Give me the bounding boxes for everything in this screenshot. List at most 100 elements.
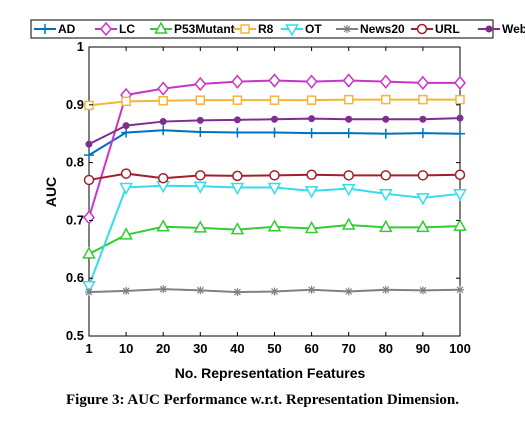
data-point-ad	[343, 128, 354, 139]
data-point-webspam	[419, 115, 427, 123]
data-point-webspam	[308, 115, 316, 123]
data-point-webspam	[382, 115, 390, 123]
auc-line-chart: AD LC P53Mutant R8 OT News20 URL Webspam 0.5 0.6…	[30, 19, 525, 381]
data-point-webspam	[271, 115, 278, 123]
x-tick-label: 20	[156, 341, 170, 356]
data-point-r8	[381, 94, 391, 105]
y-tick-label: 0.6	[66, 270, 84, 285]
series-line-ot	[88, 184, 461, 287]
data-point-ot	[267, 182, 282, 196]
data-point-r8	[269, 95, 280, 105]
x-tick-label: 50	[267, 341, 281, 356]
data-point-url	[380, 170, 392, 181]
data-point-url	[306, 169, 317, 180]
data-point-ad	[232, 127, 243, 138]
data-point-news20	[381, 285, 390, 294]
series-layer	[82, 73, 467, 297]
data-point-ot	[193, 181, 208, 194]
data-point-webspam	[122, 122, 130, 130]
legend-marker-lc	[100, 21, 112, 37]
data-point-news20	[270, 287, 279, 296]
x-tick-label: 10	[119, 341, 133, 356]
legend-marker-r8	[240, 24, 250, 34]
data-point-lc	[231, 74, 244, 89]
data-point-ad	[158, 125, 169, 136]
data-point-news20	[159, 285, 168, 294]
data-point-url	[343, 170, 354, 181]
data-point-news20	[344, 287, 353, 296]
data-point-p53mutant	[453, 218, 467, 231]
data-point-webspam	[345, 115, 353, 123]
data-point-webspam	[456, 114, 464, 122]
x-tick-label: 90	[416, 341, 430, 356]
legend-label-p53mutant: P53Mutant	[174, 22, 235, 36]
x-axis-label: No. Representation Features	[175, 365, 366, 381]
data-point-ot	[416, 193, 430, 206]
data-point-lc	[379, 74, 392, 89]
data-point-lc	[83, 210, 95, 225]
data-point-r8	[418, 94, 428, 105]
data-point-news20	[307, 285, 316, 294]
data-point-r8	[121, 96, 131, 107]
legend-label-ad: AD	[58, 22, 76, 36]
x-tick-label: 40	[230, 341, 244, 356]
x-tick-label: 70	[341, 341, 355, 356]
data-point-url	[454, 169, 466, 180]
data-point-url	[417, 170, 429, 181]
x-tick-label: 30	[193, 341, 207, 356]
data-point-ad	[195, 126, 206, 137]
data-point-url	[195, 170, 206, 181]
data-point-url	[83, 174, 95, 186]
y-tick-label: 0.9	[66, 97, 84, 112]
legend-label-r8: R8	[258, 22, 274, 36]
data-point-lc	[157, 81, 170, 96]
legend-marker-webspam	[485, 25, 493, 33]
y-axis-label: AUC	[43, 177, 59, 207]
legend-marker-news20	[343, 25, 351, 33]
data-point-ot	[119, 182, 133, 196]
data-point-ot	[82, 280, 96, 294]
data-point-lc	[454, 75, 466, 91]
data-point-news20	[196, 286, 205, 295]
data-point-p53mutant	[379, 219, 393, 233]
legend: AD LC P53Mutant R8 OT News20 URL Webspam	[30, 19, 525, 39]
figure-caption: Figure 3: AUC Performance w.r.t. Represe…	[65, 392, 459, 408]
data-point-ot	[304, 186, 319, 199]
data-point-url	[269, 170, 280, 181]
data-point-news20	[233, 288, 242, 297]
legend-label-webspam: Webspam	[502, 22, 525, 36]
data-point-lc	[416, 75, 429, 91]
data-point-p53mutant	[82, 246, 96, 259]
data-point-lc	[194, 76, 207, 92]
data-point-url	[157, 172, 169, 184]
data-point-r8	[455, 94, 465, 105]
x-tick-label: 100	[449, 341, 471, 356]
data-point-ot	[230, 182, 245, 196]
data-point-ot	[379, 189, 393, 202]
data-point-ad	[84, 150, 94, 161]
data-point-url	[232, 170, 243, 182]
data-point-webspam	[85, 140, 93, 148]
data-point-webspam	[196, 116, 204, 124]
data-point-news20	[122, 286, 131, 295]
data-point-r8	[343, 94, 354, 105]
x-tick-label: 60	[304, 341, 318, 356]
data-point-p53mutant	[230, 222, 245, 235]
data-point-ad	[417, 128, 428, 139]
data-point-ad	[455, 128, 465, 139]
y-tick-label: 1	[77, 39, 84, 54]
data-point-r8	[158, 96, 168, 106]
data-point-ad	[269, 127, 280, 138]
legend-marker-ad	[40, 24, 50, 34]
data-point-webspam	[159, 118, 167, 126]
data-point-lc	[342, 73, 355, 88]
legend-label-news20: News20	[360, 22, 405, 36]
data-point-news20	[418, 286, 427, 295]
data-point-p53mutant	[416, 219, 430, 233]
data-point-r8	[232, 95, 243, 105]
data-point-ot	[453, 189, 467, 202]
data-point-ad	[380, 128, 391, 139]
data-point-r8	[84, 100, 94, 111]
y-tick-label: 0.8	[66, 155, 84, 170]
data-point-r8	[195, 95, 206, 105]
